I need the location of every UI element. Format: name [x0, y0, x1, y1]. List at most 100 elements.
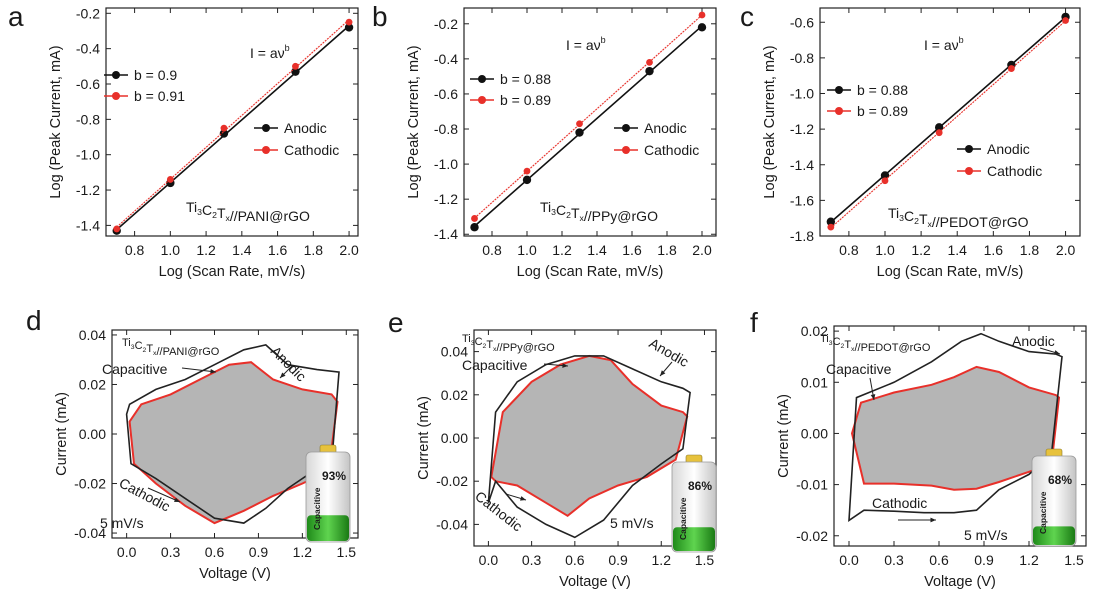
fit-legend-label: b = 0.89	[500, 92, 551, 108]
y-tick-label: -1.4	[790, 157, 814, 173]
x-tick-label: 1.8	[304, 242, 324, 258]
annotation-arrow	[147, 487, 181, 503]
y-tick-label: -0.2	[434, 16, 458, 32]
label-subscript: 2	[841, 343, 845, 350]
x-tick-label: 1.2	[552, 242, 572, 258]
x-tick-label: 1.4	[947, 242, 967, 258]
data-point	[934, 123, 944, 132]
battery-charge	[307, 515, 349, 541]
panel-letter: a	[8, 1, 24, 32]
fit-legend-label: b = 0.88	[857, 82, 908, 98]
battery-icon: 93%Capacitive	[305, 444, 351, 543]
material-label: Ti3C2Tx//PEDOT@rGO	[820, 333, 931, 354]
fit-legend-marker	[112, 92, 120, 100]
x-tick-label: 0.8	[482, 242, 502, 258]
x-tick-label: 0.0	[479, 552, 499, 568]
material-label: Ti3C2Tx//PEDOT@rGO	[888, 205, 1029, 230]
legend-marker	[622, 124, 630, 132]
battery-percent: 86%	[688, 479, 712, 493]
legend-label: Cathodic	[644, 142, 699, 158]
y-axis-label: Current (mA)	[776, 394, 792, 478]
plot-frame	[819, 7, 1081, 237]
y-tick-label: 0.00	[79, 426, 106, 442]
x-tick-label: 1.0	[161, 242, 181, 258]
y-tick-label: -0.8	[434, 121, 458, 137]
x-tick-label: 1.5	[695, 552, 715, 568]
fit-legend-marker	[478, 96, 486, 104]
x-tick-label: 1.8	[1020, 242, 1040, 258]
label-text: //PEDOT@rGO	[932, 214, 1029, 230]
battery-label: Capacitive	[678, 497, 688, 540]
x-axis-label: Voltage (V)	[924, 574, 996, 590]
label-subscript: 3	[197, 207, 202, 217]
data-point	[881, 177, 889, 185]
panel-f: 0.0 0.3 0.6 0.9 1.2 1.5 -0.02 -0.01 0.00 0.01 0.02…	[776, 323, 1087, 590]
label-subscript: 3	[899, 213, 904, 223]
y-tick-label: -1.6	[790, 192, 814, 208]
y-tick-label: -0.8	[790, 50, 814, 66]
label-text: T	[486, 339, 493, 351]
label-text: C	[904, 208, 914, 224]
y-tick-label: 0.02	[441, 387, 468, 403]
data-point	[219, 129, 229, 138]
x-tick-label: 0.6	[205, 544, 225, 560]
y-tick-label: 0.00	[441, 430, 468, 446]
y-tick-label: -1.2	[434, 191, 458, 207]
y-tick-label: 0.02	[801, 323, 828, 339]
fit-line	[830, 16, 1067, 223]
battery-label: Capacitive	[1038, 491, 1048, 534]
material-label: Ti3C2Tx//PPy@rGO	[540, 199, 658, 224]
panel-letter: f	[750, 307, 758, 338]
data-point	[291, 67, 300, 76]
panel-letter: c	[740, 1, 754, 32]
equation-exponent: b	[601, 35, 606, 45]
data-point	[575, 128, 584, 137]
x-axis-label: Log (Scan Rate, mV/s)	[517, 264, 664, 280]
data-point	[576, 120, 583, 128]
y-tick-label: -1.2	[76, 182, 100, 198]
x-tick-label: 0.8	[125, 242, 145, 258]
y-tick-label: -1.8	[790, 228, 814, 244]
label-subscript: 2	[566, 210, 571, 220]
data-point	[698, 11, 706, 19]
fit-line	[116, 19, 350, 228]
panel-d: 0.0 0.3 0.6 0.9 1.2 1.5 -0.04 -0.02 0.00 0.02 0.04…	[54, 327, 359, 582]
label-text: Ti	[186, 199, 197, 215]
equation-exponent: b	[285, 43, 290, 53]
x-tick-label: 2.0	[692, 242, 712, 258]
y-tick-label: -0.6	[434, 86, 458, 102]
x-tick-label: 1.2	[196, 242, 216, 258]
x-axis-label: Log (Scan Rate, mV/s)	[877, 264, 1024, 280]
legend-label: Anodic	[644, 120, 687, 136]
y-tick-label: 0.04	[79, 327, 106, 343]
battery-percent: 93%	[322, 469, 346, 483]
label-text: T	[146, 343, 153, 355]
arrow-head	[520, 496, 526, 501]
x-tick-label: 2.0	[1056, 242, 1076, 258]
x-tick-label: 1.2	[911, 242, 931, 258]
equation-text: I = aν	[250, 45, 285, 61]
label-text: C	[556, 202, 566, 218]
y-tick-label: -0.04	[436, 516, 468, 532]
y-axis-label: Log (Peak Current, mA)	[762, 45, 778, 198]
equation-text: I = aν	[924, 37, 959, 53]
legend-label: Anodic	[987, 141, 1030, 157]
fit-legend-marker	[478, 75, 486, 83]
fit-legend-label: b = 0.88	[500, 71, 551, 87]
x-tick-label: 2.0	[339, 242, 359, 258]
label-subscript: 2	[143, 347, 147, 354]
label-text: C	[135, 340, 143, 352]
equation-text: I = aν	[566, 37, 601, 53]
data-point	[645, 66, 654, 76]
label-text: Ti	[122, 337, 131, 349]
panel-letter: e	[388, 307, 404, 338]
annotation-capacitive: Capacitive	[462, 357, 528, 373]
x-tick-label: 1.2	[293, 544, 313, 560]
x-tick-label: 0.0	[839, 552, 859, 568]
label-text: T	[844, 339, 851, 351]
x-tick-label: 0.3	[522, 552, 542, 568]
plot-frame	[463, 7, 717, 237]
legend-marker	[262, 146, 270, 154]
annotation-scan-rate: 5 mV/s	[100, 515, 144, 531]
